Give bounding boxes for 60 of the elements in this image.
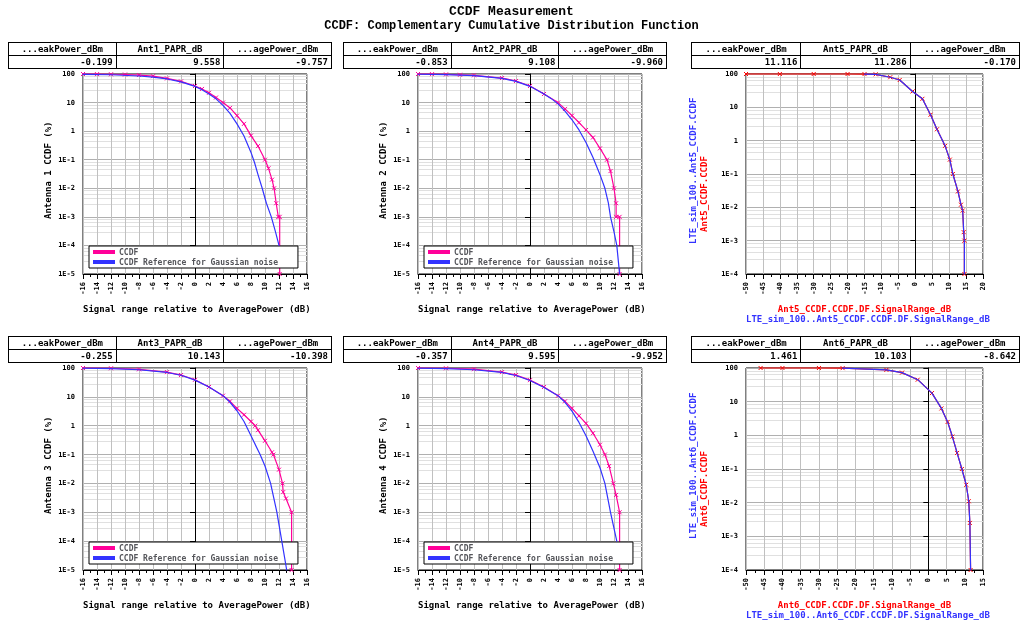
y-axis-title: Antenna 1 CCDF (%) <box>43 121 53 219</box>
legend-label: CCDF <box>454 247 474 257</box>
text: Ant5_CCDF.CCDF <box>699 156 709 232</box>
x-axis-title: Ant5_CCDF.CCDF.DF.SignalRange_dB LTE_sim_100..Ant5_CCDF.CCDF.DF.SignalRange_dB <box>746 304 990 324</box>
x-axis-title: Signal range relative to AveragePower (dB) <box>418 304 646 314</box>
legend-label: CCDF <box>454 543 474 553</box>
text: Ant6_CCDF.CCDF <box>699 451 709 527</box>
text: 11.116 <box>691 55 801 69</box>
y-axis-title: Antenna 4 CCDF (%) <box>378 416 388 514</box>
text: -0.357 <box>343 349 452 363</box>
text: ...agePower_dBm <box>223 336 332 350</box>
text: LTE_sim_100..Ant6_CCDF.CCDF <box>688 392 698 539</box>
legend-label: CCDF Reference for Gaussian noise <box>454 256 614 267</box>
text: ...agePower_dBm <box>910 336 1020 350</box>
text: Ant2_PAPR_dB <box>451 42 559 56</box>
text: -0.199 <box>8 55 117 69</box>
legend-label: CCDF Reference for Gaussian noise <box>454 552 614 563</box>
x-axis-title: Signal range relative to AveragePower (dB) <box>83 304 311 314</box>
legend-label: CCDF Reference for Gaussian noise <box>119 256 279 267</box>
x-axis-title: Signal range relative to AveragePower (dB) <box>418 600 646 610</box>
text: 1.461 <box>691 349 801 363</box>
text: -9.757 <box>223 55 332 69</box>
text: ...agePower_dBm <box>558 336 667 350</box>
text: ...agePower_dBm <box>558 42 667 56</box>
legend-label: CCDF Reference for Gaussian noise <box>119 552 279 563</box>
text: Ant6_PAPR_dB <box>800 336 911 350</box>
text: -10.398 <box>223 349 332 363</box>
text: -0.853 <box>343 55 452 69</box>
y-axis-title: Antenna 2 CCDF (%) <box>378 121 388 219</box>
text: Ant5_PAPR_dB <box>800 42 911 56</box>
text: ...eakPower_dBm <box>343 336 452 350</box>
text: LTE_sim_100..Ant5_CCDF.CCDF <box>688 97 698 244</box>
text: 10.143 <box>116 349 224 363</box>
text: -9.960 <box>558 55 667 69</box>
text: Ant1_PAPR_dB <box>116 42 224 56</box>
y-axis-title: Antenna 3 CCDF (%) <box>43 416 53 514</box>
text: -0.170 <box>910 55 1020 69</box>
text: -8.642 <box>910 349 1020 363</box>
text: ...eakPower_dBm <box>8 42 117 56</box>
text: ...eakPower_dBm <box>691 42 801 56</box>
text: ...eakPower_dBm <box>691 336 801 350</box>
legend-label: CCDF <box>119 247 139 257</box>
text: ...eakPower_dBm <box>8 336 117 350</box>
text: -9.952 <box>558 349 667 363</box>
text: Ant4_PAPR_dB <box>451 336 559 350</box>
text: Ant3_PAPR_dB <box>116 336 224 350</box>
text: CCDF Measurement <box>448 4 575 19</box>
text: 10.103 <box>800 349 911 363</box>
text: 9.595 <box>451 349 559 363</box>
text: 11.286 <box>800 55 911 69</box>
legend-label: CCDF <box>119 543 139 553</box>
text: -0.255 <box>8 349 117 363</box>
text: ...eakPower_dBm <box>343 42 452 56</box>
text: 9.108 <box>451 55 559 69</box>
text: ...agePower_dBm <box>910 42 1020 56</box>
x-axis-title: Signal range relative to AveragePower (dB) <box>83 600 311 610</box>
text: CCDF: Complementary Cumulative Distribution Function <box>323 19 700 33</box>
text: ...agePower_dBm <box>223 42 332 56</box>
x-axis-title: Ant6_CCDF.CCDF.DF.SignalRange_dB LTE_sim_100..Ant6_CCDF.CCDF.DF.SignalRange_dB <box>746 600 990 620</box>
text: 9.558 <box>116 55 224 69</box>
